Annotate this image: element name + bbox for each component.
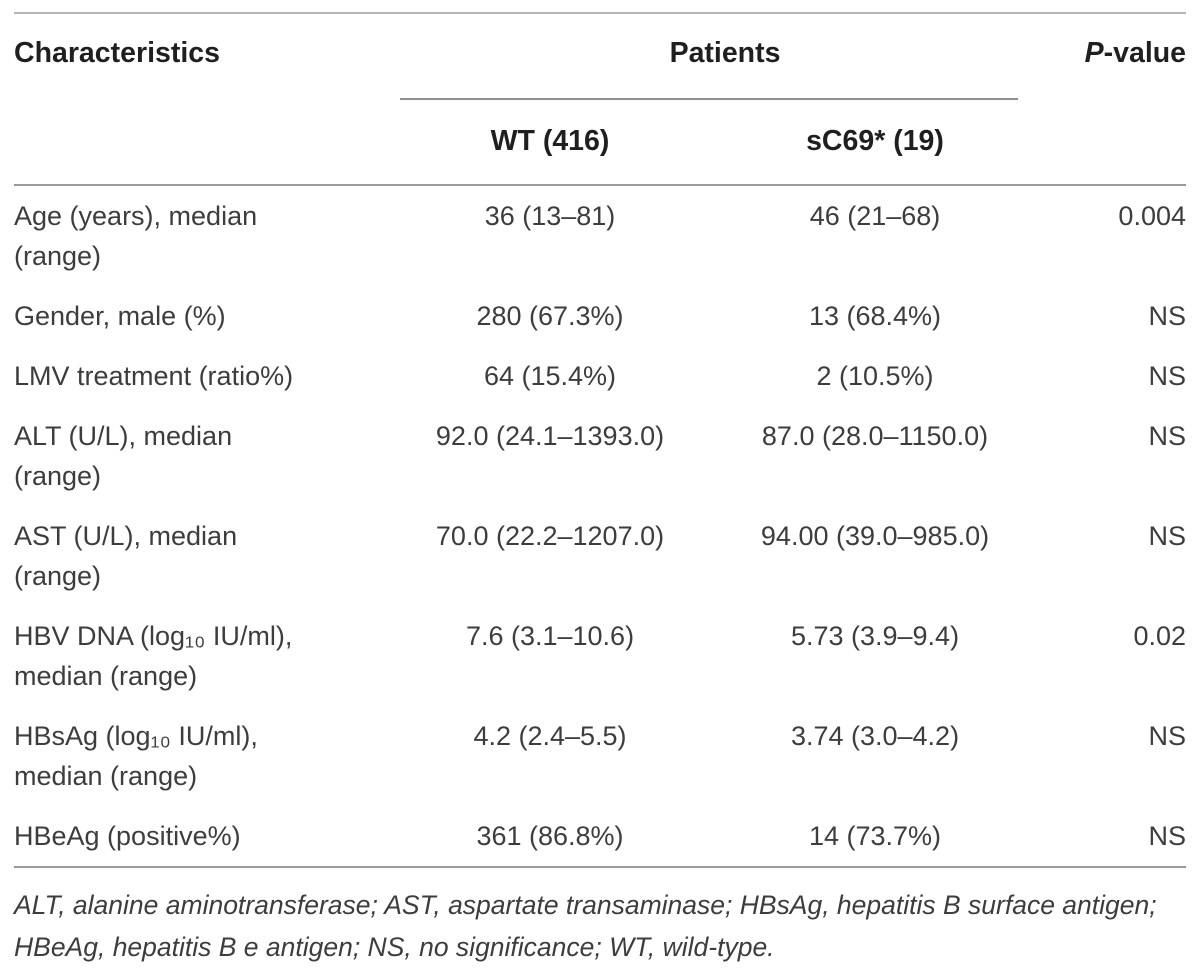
sc69-value: 3.74 (3.0–4.2): [790, 721, 960, 751]
patients-group-underline: [400, 98, 1018, 100]
wt-column-header: WT (416): [490, 125, 610, 157]
table-top-rule: [14, 12, 1186, 14]
p-value: 0.02: [1133, 621, 1186, 651]
patients-underline-row: [14, 98, 1186, 100]
wt-value: 64 (15.4%): [483, 361, 617, 391]
characteristics-column-header: Characteristics: [14, 37, 220, 69]
row-label: LMV treatment (ratio%): [14, 361, 294, 391]
p-value: NS: [1148, 521, 1186, 551]
p-value: NS: [1148, 421, 1186, 451]
table-subheader-row: WT (416) sC69* (19): [14, 124, 1186, 158]
p-value: NS: [1148, 361, 1186, 391]
row-label: HBV DNA (log₁₀ IU/ml), median (range): [14, 621, 293, 691]
sc69-value: 13 (68.4%): [808, 301, 942, 331]
header-separator-rule: [14, 184, 1186, 186]
wt-value: 7.6 (3.1–10.6): [465, 621, 635, 651]
p-value-column-header: P-value: [1050, 36, 1186, 70]
sc69-value: 2 (10.5%): [816, 361, 934, 391]
table-row: ALT (U/L), median (range) 92.0 (24.1–139…: [14, 406, 1186, 506]
p-value-header-suffix: -value: [1103, 37, 1186, 69]
p-value: NS: [1148, 301, 1186, 331]
sc69-value: 14 (73.7%): [808, 821, 942, 851]
wt-value: 4.2 (2.4–5.5): [473, 721, 627, 751]
p-value: NS: [1148, 721, 1186, 751]
sc69-value: 5.73 (3.9–9.4): [790, 621, 960, 651]
table-row: Age (years), median (range) 36 (13–81) 4…: [14, 186, 1186, 286]
table-header-row: Characteristics Patients P-value: [14, 36, 1186, 70]
sc69-value: 87.0 (28.0–1150.0): [761, 421, 989, 451]
table-row: HBsAg (log₁₀ IU/ml), median (range) 4.2 …: [14, 706, 1186, 806]
table-body: Age (years), median (range) 36 (13–81) 4…: [14, 186, 1186, 866]
row-label: Age (years), median (range): [14, 201, 258, 271]
row-label: HBeAg (positive%): [14, 821, 241, 851]
row-label: ALT (U/L), median (range): [14, 421, 233, 491]
table-row: LMV treatment (ratio%) 64 (15.4%) 2 (10.…: [14, 346, 1186, 406]
sc69-value: 94.00 (39.0–985.0): [760, 521, 990, 551]
table-row: HBeAg (positive%) 361 (86.8%) 14 (73.7%)…: [14, 806, 1186, 866]
footer-separator-rule: [14, 866, 1186, 868]
row-label: HBsAg (log₁₀ IU/ml), median (range): [14, 721, 258, 791]
wt-value: 36 (13–81): [484, 201, 616, 231]
p-value-header-italic-p: P: [1084, 37, 1104, 69]
wt-value: 280 (67.3%): [476, 301, 624, 331]
wt-value: 92.0 (24.1–1393.0): [435, 421, 665, 451]
table-footnote: ALT, alanine aminotransferase; AST, aspa…: [14, 890, 1157, 962]
p-value: NS: [1148, 821, 1186, 851]
table-row: AST (U/L), median (range) 70.0 (22.2–120…: [14, 506, 1186, 606]
p-value: 0.004: [1118, 201, 1186, 231]
sc69-value: 46 (21–68): [809, 201, 941, 231]
patients-group-header: Patients: [669, 37, 781, 69]
table-row: HBV DNA (log₁₀ IU/ml), median (range) 7.…: [14, 606, 1186, 706]
table-row: Gender, male (%) 280 (67.3%) 13 (68.4%) …: [14, 286, 1186, 346]
row-label: Gender, male (%): [14, 301, 226, 331]
wt-value: 70.0 (22.2–1207.0): [435, 521, 665, 551]
wt-value: 361 (86.8%): [476, 821, 624, 851]
sc69-column-header: sC69* (19): [806, 125, 944, 157]
row-label: AST (U/L), median (range): [14, 521, 238, 591]
